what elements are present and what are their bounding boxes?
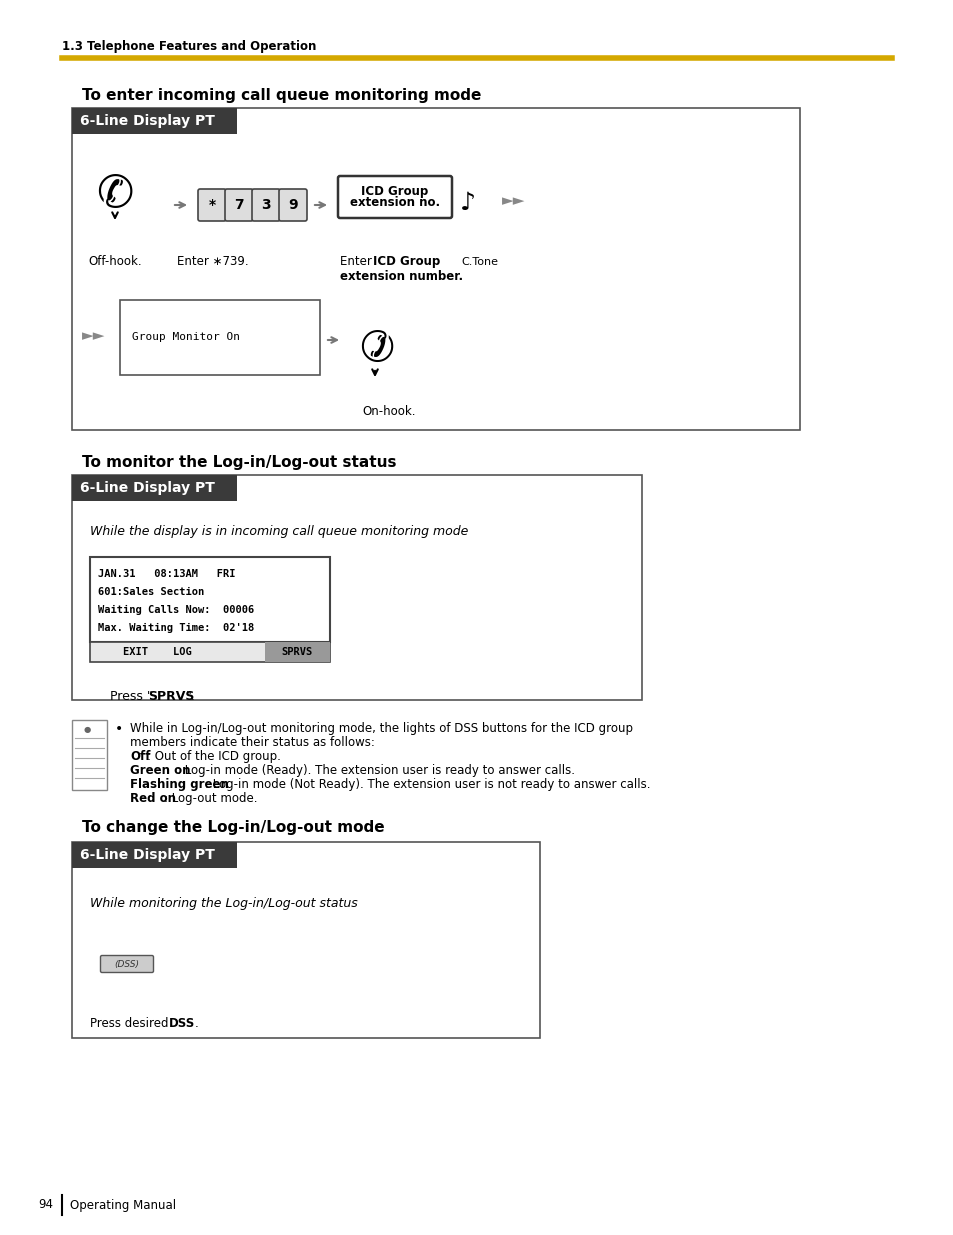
FancyBboxPatch shape xyxy=(278,189,307,221)
Text: : Log-in mode (Not Ready). The extension user is not ready to answer calls.: : Log-in mode (Not Ready). The extension… xyxy=(205,778,650,790)
Bar xyxy=(71,107,800,430)
Text: SPRVS: SPRVS xyxy=(148,690,194,703)
Text: Press desired: Press desired xyxy=(90,1016,172,1030)
Text: .: . xyxy=(194,1016,198,1030)
Text: Group Monitor On: Group Monitor On xyxy=(132,332,240,342)
Text: Off: Off xyxy=(130,750,151,763)
Text: Green on: Green on xyxy=(130,764,191,777)
Text: ►►: ►► xyxy=(82,329,106,343)
Text: While monitoring the Log-in/Log-out status: While monitoring the Log-in/Log-out stat… xyxy=(90,897,357,910)
Text: •: • xyxy=(115,722,123,736)
Text: 3: 3 xyxy=(261,198,271,212)
Bar xyxy=(71,107,236,135)
Text: Enter ∗739.: Enter ∗739. xyxy=(177,254,249,268)
Text: extension number.: extension number. xyxy=(339,270,462,283)
Text: ♪: ♪ xyxy=(459,191,476,215)
Bar xyxy=(71,842,539,1037)
Text: C.Tone: C.Tone xyxy=(460,257,497,267)
Text: ".: ". xyxy=(186,690,195,703)
Text: 6-Line Display PT: 6-Line Display PT xyxy=(80,480,214,495)
Text: Flashing green: Flashing green xyxy=(130,778,229,790)
Text: (DSS): (DSS) xyxy=(114,960,139,968)
Text: Waiting Calls Now:  00006: Waiting Calls Now: 00006 xyxy=(98,605,254,615)
Text: ICD Group: ICD Group xyxy=(361,184,428,198)
Bar xyxy=(71,475,236,501)
FancyBboxPatch shape xyxy=(337,177,452,219)
Text: To enter incoming call queue monitoring mode: To enter incoming call queue monitoring … xyxy=(82,88,481,103)
Bar xyxy=(90,642,330,662)
Text: Enter: Enter xyxy=(339,254,375,268)
Text: 9: 9 xyxy=(288,198,297,212)
Bar xyxy=(90,557,330,642)
Text: To monitor the Log-in/Log-out status: To monitor the Log-in/Log-out status xyxy=(82,454,396,471)
Text: 6-Line Display PT: 6-Line Display PT xyxy=(80,848,214,862)
Text: On-hook.: On-hook. xyxy=(361,405,416,417)
Bar xyxy=(265,642,330,662)
Text: While the display is in incoming call queue monitoring mode: While the display is in incoming call qu… xyxy=(90,525,468,538)
Text: ICD Group: ICD Group xyxy=(373,254,439,268)
Text: Off-hook.: Off-hook. xyxy=(88,254,142,268)
Text: 94: 94 xyxy=(38,1198,53,1212)
Text: ✆: ✆ xyxy=(96,173,133,216)
Text: extension no.: extension no. xyxy=(350,196,439,210)
FancyBboxPatch shape xyxy=(100,956,153,972)
Bar xyxy=(71,475,641,700)
Text: EXIT    LOG: EXIT LOG xyxy=(98,647,192,657)
Text: 7: 7 xyxy=(233,198,244,212)
FancyBboxPatch shape xyxy=(198,189,226,221)
Text: While in Log-in/Log-out monitoring mode, the lights of DSS buttons for the ICD g: While in Log-in/Log-out monitoring mode,… xyxy=(130,722,633,735)
FancyBboxPatch shape xyxy=(225,189,253,221)
Text: : Log-out mode.: : Log-out mode. xyxy=(164,792,257,805)
Text: 601:Sales Section: 601:Sales Section xyxy=(98,587,204,597)
Text: : Log-in mode (Ready). The extension user is ready to answer calls.: : Log-in mode (Ready). The extension use… xyxy=(177,764,575,777)
Text: *: * xyxy=(208,198,215,212)
Text: JAN.31   08:13AM   FRI: JAN.31 08:13AM FRI xyxy=(98,569,235,579)
Text: Max. Waiting Time:  02'18: Max. Waiting Time: 02'18 xyxy=(98,622,254,634)
Text: members indicate their status as follows:: members indicate their status as follows… xyxy=(130,736,375,748)
Text: 1.3 Telephone Features and Operation: 1.3 Telephone Features and Operation xyxy=(62,40,316,53)
Bar xyxy=(71,842,236,868)
Text: ●: ● xyxy=(84,725,91,734)
Text: DSS: DSS xyxy=(169,1016,195,1030)
Text: ►►: ►► xyxy=(501,194,525,209)
Text: To change the Log-in/Log-out mode: To change the Log-in/Log-out mode xyxy=(82,820,384,835)
Bar xyxy=(71,720,107,790)
Text: Red on: Red on xyxy=(130,792,175,805)
Text: SPRVS: SPRVS xyxy=(281,647,313,657)
Text: Operating Manual: Operating Manual xyxy=(70,1198,176,1212)
Text: ✆: ✆ xyxy=(357,320,392,362)
Text: : Out of the ICD group.: : Out of the ICD group. xyxy=(147,750,280,763)
Text: Press ": Press " xyxy=(110,690,152,703)
Text: 6-Line Display PT: 6-Line Display PT xyxy=(80,114,214,128)
FancyBboxPatch shape xyxy=(252,189,280,221)
Bar xyxy=(120,300,319,375)
